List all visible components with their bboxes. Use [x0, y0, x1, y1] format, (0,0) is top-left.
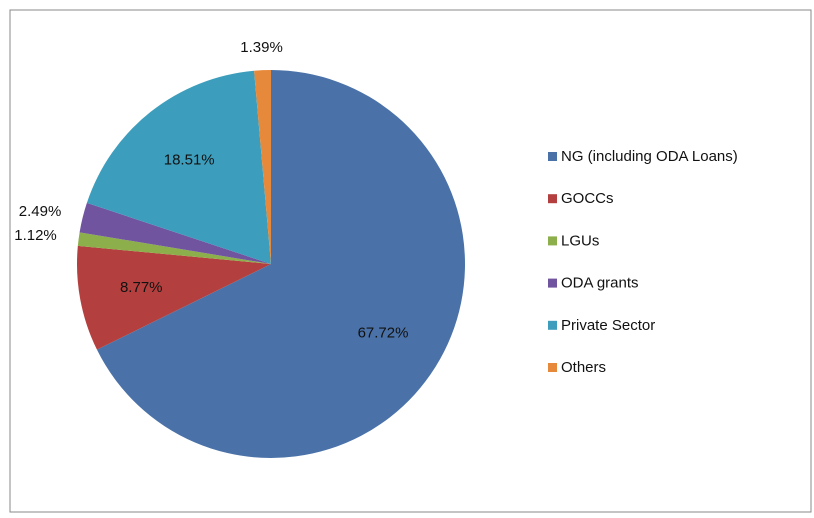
legend-swatch [548, 152, 557, 161]
legend-label: NG (including ODA Loans) [561, 148, 738, 165]
pie-slice [254, 70, 271, 264]
legend-label: Private Sector [561, 317, 655, 334]
pie-slice [96, 70, 465, 459]
legend-label: LGUs [561, 232, 599, 249]
legend-label: GOCCs [561, 190, 614, 207]
data-label: 67.72% [358, 325, 409, 342]
data-label: 1.12% [14, 227, 57, 244]
pie-slice [86, 70, 271, 264]
legend-swatch [548, 363, 557, 372]
pie-slice [77, 245, 271, 350]
legend-swatch [548, 278, 557, 288]
legend-label: Others [561, 359, 606, 376]
data-label: 8.77% [120, 279, 163, 296]
pie-slice [77, 232, 271, 264]
data-label: 18.51% [164, 151, 215, 168]
legend-swatch [548, 194, 557, 204]
data-label: 2.49% [19, 203, 62, 220]
legend-label: ODA grants [561, 275, 639, 292]
legend-swatch [548, 236, 557, 246]
legend-swatch [548, 320, 557, 330]
pie-slice [79, 202, 272, 264]
data-label: 1.39% [240, 39, 283, 56]
